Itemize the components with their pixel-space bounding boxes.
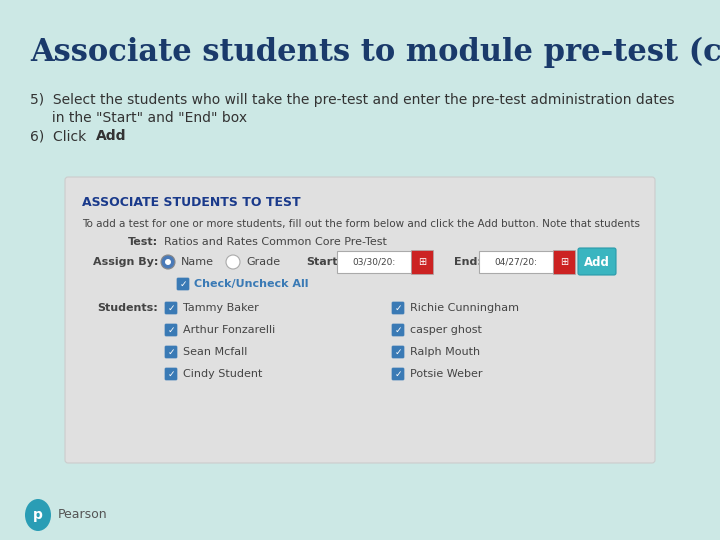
FancyBboxPatch shape — [479, 251, 553, 273]
Text: Add: Add — [96, 129, 127, 143]
Text: ✓: ✓ — [167, 326, 175, 334]
FancyBboxPatch shape — [411, 250, 433, 274]
Circle shape — [161, 255, 175, 269]
Text: To add a test for one or more students, fill out the form below and click the Ad: To add a test for one or more students, … — [82, 219, 640, 229]
Text: Pearson: Pearson — [58, 509, 107, 522]
Circle shape — [226, 255, 240, 269]
Text: 6)  Click: 6) Click — [30, 129, 91, 143]
Text: Start:: Start: — [306, 257, 342, 267]
Text: Ralph Mouth: Ralph Mouth — [410, 347, 480, 357]
Text: ⊞: ⊞ — [418, 257, 426, 267]
Circle shape — [165, 259, 171, 265]
Text: ✓: ✓ — [167, 348, 175, 356]
Text: Sean Mcfall: Sean Mcfall — [183, 347, 248, 357]
Text: Students:: Students: — [97, 303, 158, 313]
Text: casper ghost: casper ghost — [410, 325, 482, 335]
FancyBboxPatch shape — [392, 368, 404, 380]
Text: ASSOCIATE STUDENTS TO TEST: ASSOCIATE STUDENTS TO TEST — [82, 195, 301, 208]
Text: 04/27/20:: 04/27/20: — [495, 258, 538, 267]
Text: ✓: ✓ — [395, 303, 402, 313]
FancyBboxPatch shape — [553, 250, 575, 274]
FancyBboxPatch shape — [65, 177, 655, 463]
Text: Cindy Student: Cindy Student — [183, 369, 262, 379]
Text: Test:: Test: — [128, 237, 158, 247]
Text: End:: End: — [454, 257, 482, 267]
FancyBboxPatch shape — [177, 278, 189, 290]
Text: ✓: ✓ — [395, 348, 402, 356]
FancyBboxPatch shape — [165, 302, 177, 314]
FancyBboxPatch shape — [392, 346, 404, 358]
Text: p: p — [33, 508, 43, 522]
Text: Arthur Fonzarelli: Arthur Fonzarelli — [183, 325, 275, 335]
Text: Check/Uncheck All: Check/Uncheck All — [194, 279, 308, 289]
Text: Associate students to module pre-test (cont’d): Associate students to module pre-test (c… — [30, 36, 720, 68]
FancyBboxPatch shape — [165, 368, 177, 380]
Text: ⊞: ⊞ — [560, 257, 568, 267]
Text: 5)  Select the students who will take the pre-test and enter the pre-test admini: 5) Select the students who will take the… — [30, 93, 675, 107]
Text: ✓: ✓ — [167, 303, 175, 313]
Text: 03/30/20:: 03/30/20: — [352, 258, 395, 267]
Text: ✓: ✓ — [179, 280, 186, 288]
FancyBboxPatch shape — [165, 324, 177, 336]
Text: Assign By:: Assign By: — [93, 257, 158, 267]
Text: ✓: ✓ — [167, 369, 175, 379]
Ellipse shape — [25, 499, 51, 531]
Text: Richie Cunningham: Richie Cunningham — [410, 303, 519, 313]
FancyBboxPatch shape — [165, 346, 177, 358]
Text: Grade: Grade — [246, 257, 280, 267]
Text: Name: Name — [181, 257, 214, 267]
Text: Add: Add — [584, 255, 610, 268]
Text: ✓: ✓ — [395, 326, 402, 334]
FancyBboxPatch shape — [392, 302, 404, 314]
Text: Potsie Weber: Potsie Weber — [410, 369, 482, 379]
FancyBboxPatch shape — [392, 324, 404, 336]
Text: Ratios and Rates Common Core Pre-Test: Ratios and Rates Common Core Pre-Test — [164, 237, 387, 247]
Text: Tammy Baker: Tammy Baker — [183, 303, 258, 313]
FancyBboxPatch shape — [337, 251, 411, 273]
Text: in the "Start" and "End" box: in the "Start" and "End" box — [30, 111, 247, 125]
FancyBboxPatch shape — [578, 248, 616, 275]
Text: ✓: ✓ — [395, 369, 402, 379]
